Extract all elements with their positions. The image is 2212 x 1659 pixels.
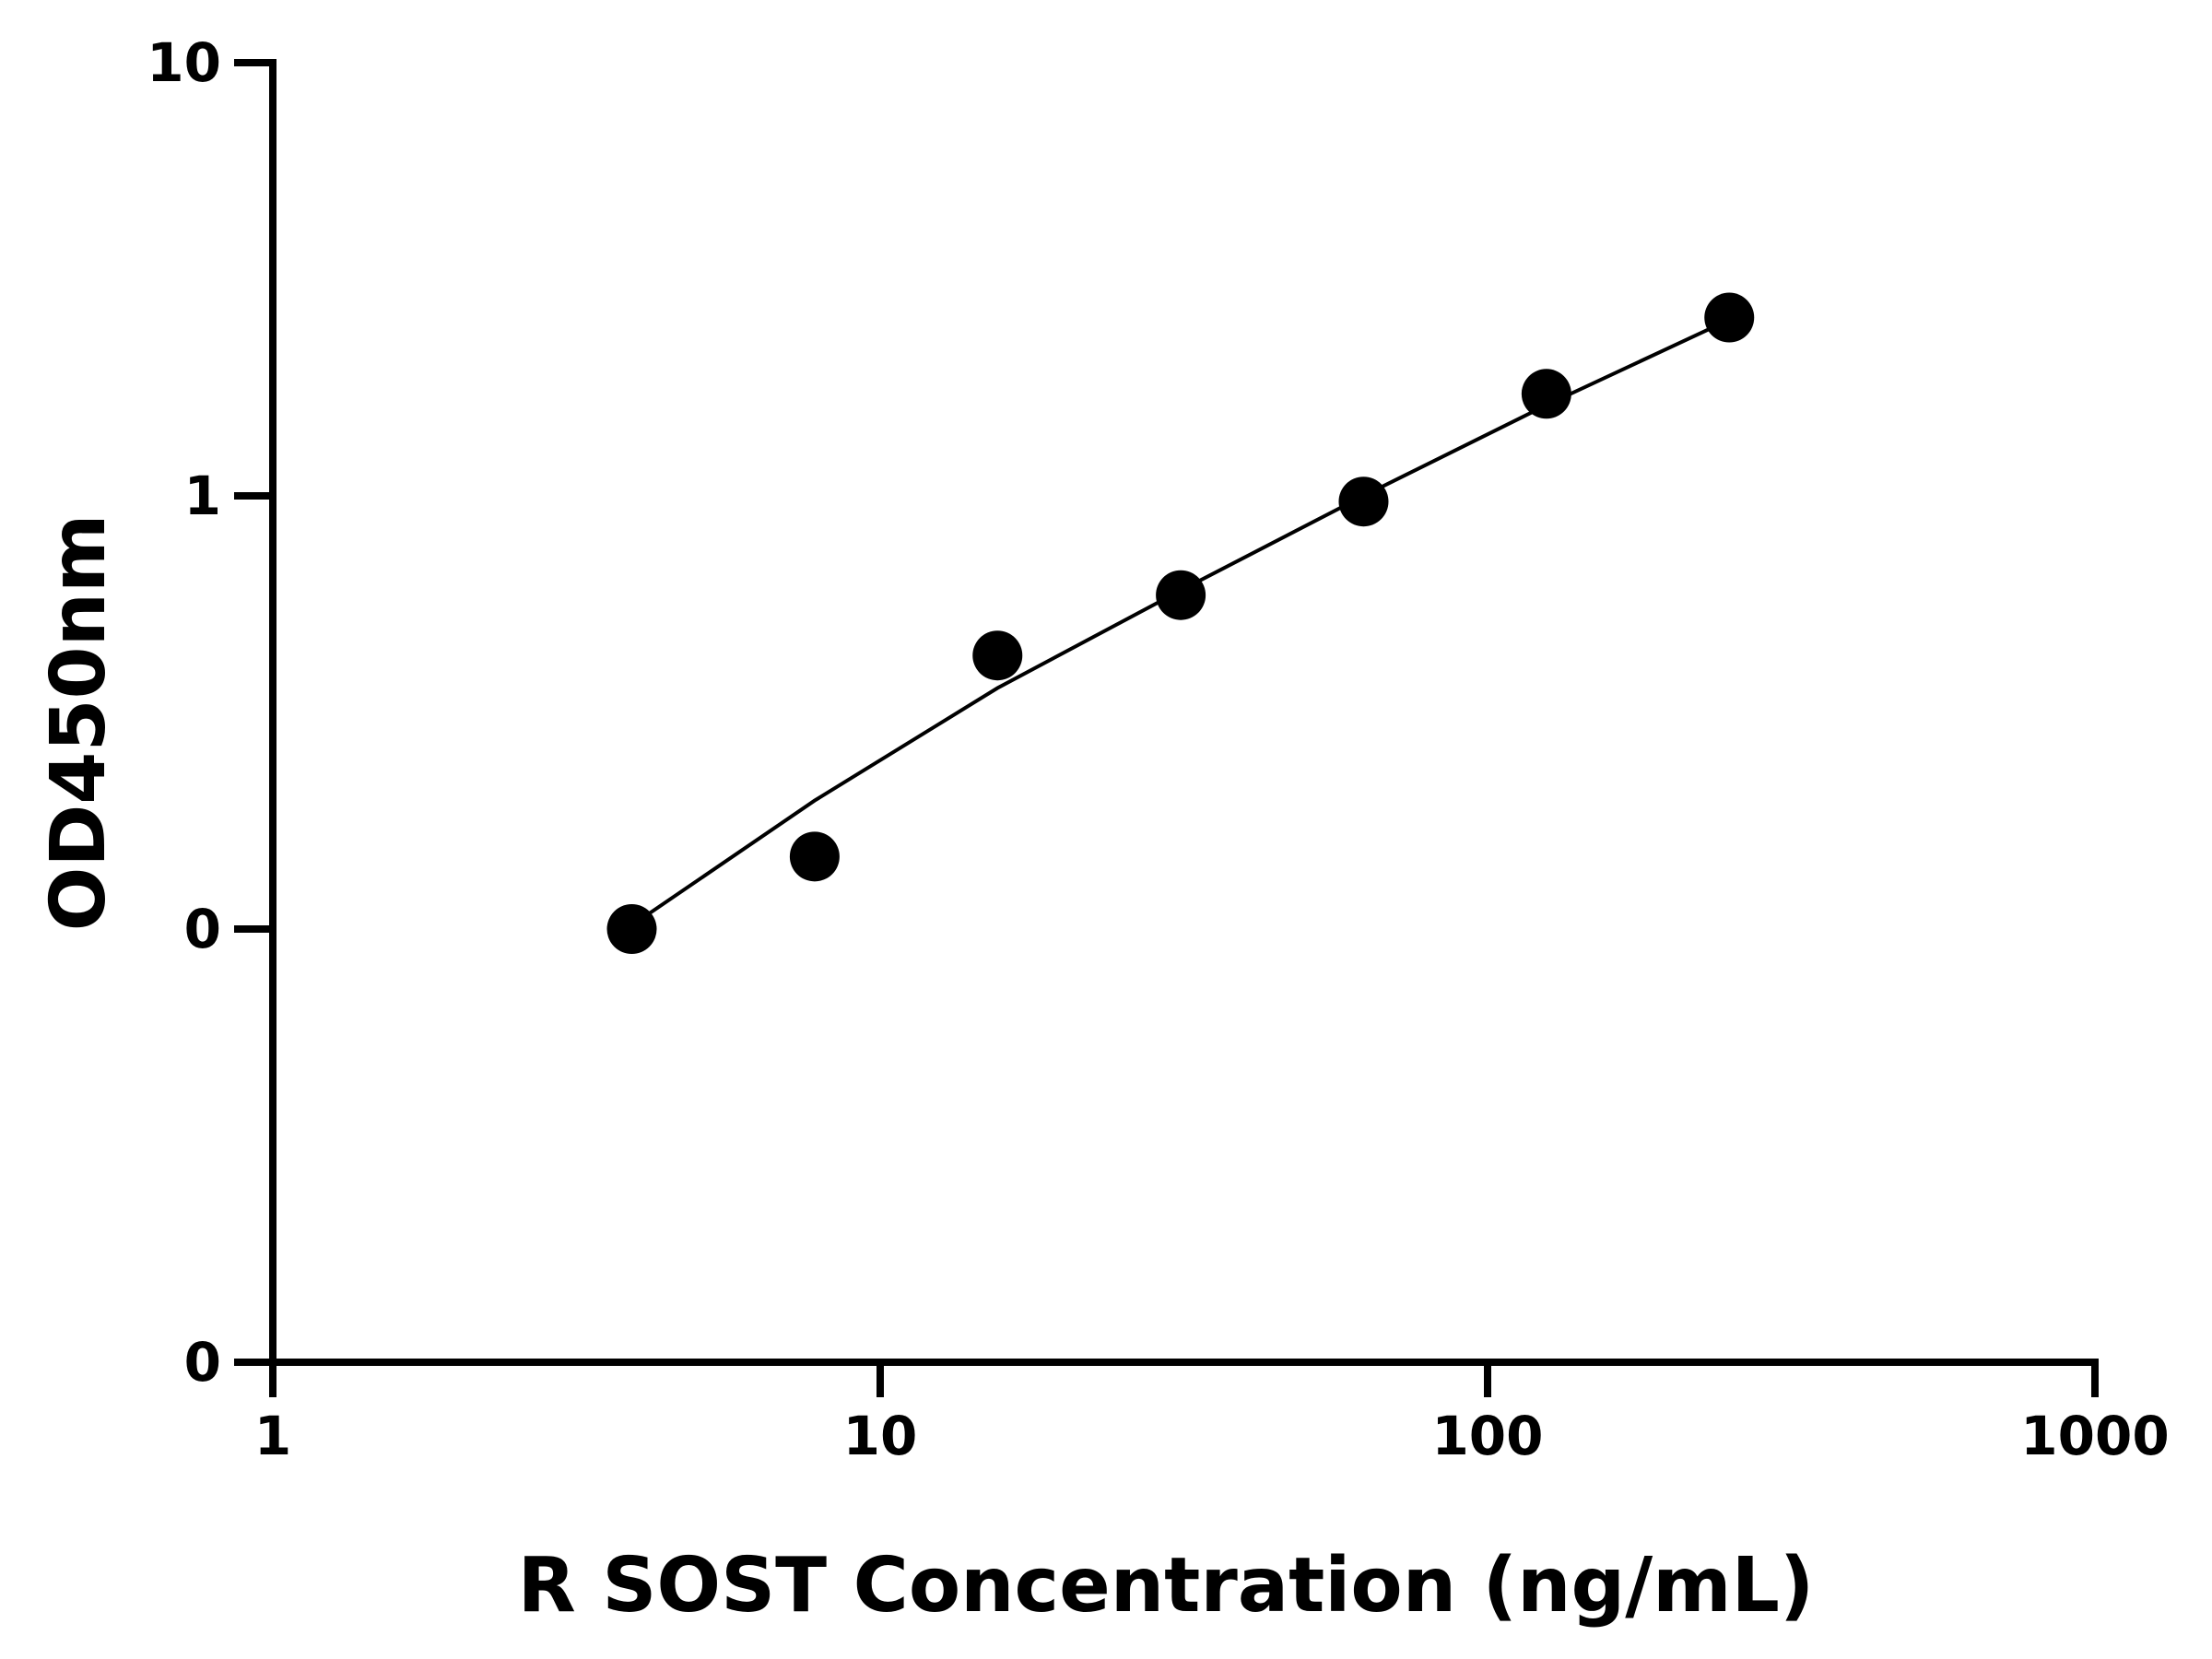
y-tick-label: 0 — [184, 898, 221, 960]
data-point — [972, 630, 1023, 681]
data-point — [1521, 369, 1571, 419]
data-point — [606, 904, 657, 954]
x-tick-label: 1 — [254, 1405, 291, 1467]
data-point — [1338, 477, 1389, 527]
x-tick-label: 10 — [843, 1405, 918, 1467]
data-point — [789, 831, 840, 882]
tick-marks — [234, 59, 2099, 1397]
data-point — [1156, 570, 1206, 620]
y-tick-label: 10 — [147, 31, 221, 94]
x-tick-label: 100 — [1431, 1405, 1543, 1467]
data-points — [606, 292, 1755, 954]
data-point — [1704, 292, 1755, 343]
x-axis-title: R SOST Concentration (ng/mL) — [518, 1542, 1815, 1630]
y-tick-label: 1 — [184, 465, 221, 527]
x-tick-label: 1000 — [2020, 1405, 2169, 1467]
axes — [269, 59, 2099, 1366]
y-axis-title: OD450nm — [35, 514, 123, 932]
y-tick-label: 0 — [184, 1331, 221, 1394]
